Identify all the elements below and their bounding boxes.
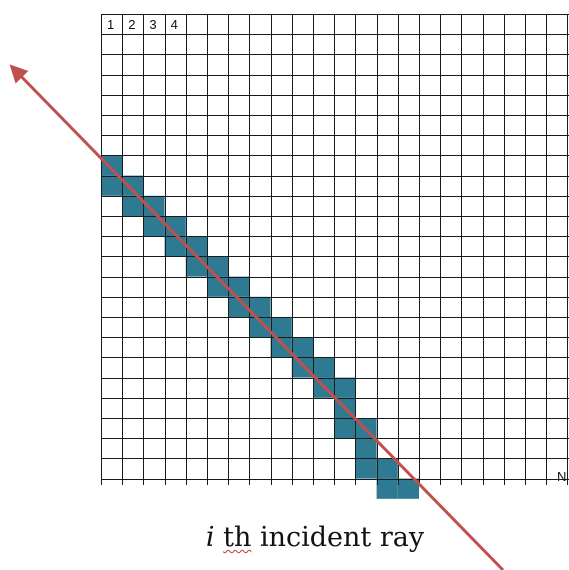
ray-index-suffix: th [223,522,252,553]
traversed-cell [291,357,313,378]
traversed-cell [355,438,377,459]
column-index-label: 2 [128,17,135,32]
traversed-cell [164,236,186,257]
column-index-label: 4 [171,17,178,32]
incident-ray [9,64,505,570]
traversed-cell [185,256,207,277]
traversed-cell [270,317,292,338]
traversed-cell [397,478,419,499]
traversed-cell [143,195,165,216]
traversed-cell [164,216,186,237]
traversed-cell [334,377,356,398]
grid-labels: 1 2 3 4 N [107,17,566,484]
traversed-cell [249,296,271,317]
column-index-label: 3 [149,17,156,32]
traversed-cell [313,357,335,378]
traversed-cell [249,317,271,338]
traversed-cell [122,175,144,196]
traversed-cell [355,458,377,479]
traversed-cell [291,337,313,358]
traversed-cell [376,458,398,479]
traversed-cell [207,256,229,277]
column-index-label-n: N [557,469,566,484]
traversed-cell [334,418,356,439]
column-index-label: 1 [107,17,114,32]
traversed-cell [143,216,165,237]
pixel-grid [101,14,569,485]
ray-caption-text: incident ray [259,522,425,553]
ray-caption: i th incident ray [0,522,569,553]
traversed-cell [101,175,123,196]
traversed-cell [228,296,250,317]
traversed-cell [101,155,123,176]
traversed-cell [122,195,144,216]
traversed-cell [270,337,292,358]
traversed-cell [228,276,250,297]
traversed-cell [376,478,398,499]
ray-index-variable: i [205,522,215,553]
